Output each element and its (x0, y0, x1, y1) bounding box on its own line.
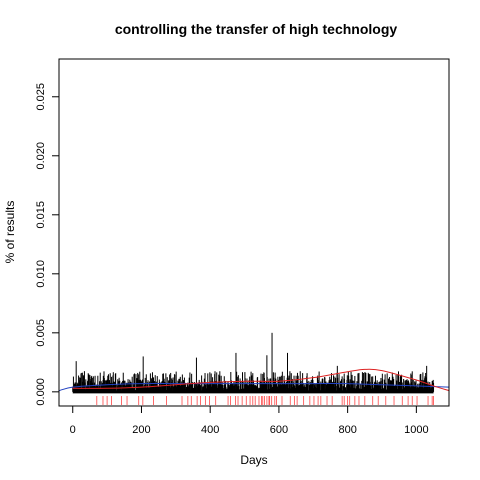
y-tick-label: 0.000 (35, 378, 47, 406)
x-axis-label: Days (240, 453, 267, 467)
plot-frame (58, 58, 450, 407)
red-smooth-curve (72, 368, 450, 392)
x-tick-label: 0 (70, 424, 76, 436)
chart-title: controlling the transfer of high technol… (115, 21, 398, 37)
x-tick-label: 200 (132, 424, 150, 436)
y-tick-label: 0.020 (35, 142, 47, 170)
rug-marks (96, 396, 434, 405)
y-axis: 0.000 0.005 0.010 0.015 0.020 0.025 (35, 83, 60, 406)
y-axis-label: % of results (3, 201, 17, 264)
y-tick-label: 0.010 (35, 260, 47, 288)
x-tick-label: 600 (270, 424, 288, 436)
y-tick-label: 0.015 (35, 201, 47, 229)
x-tick-label: 800 (338, 424, 356, 436)
blue-smooth-curve (58, 382, 450, 392)
y-tick-label: 0.005 (35, 319, 47, 347)
smooth-curves (58, 368, 450, 392)
x-axis: 0 200 400 600 800 1000 (70, 405, 429, 436)
plot-area (58, 332, 450, 405)
y-tick-label: 0.025 (35, 83, 47, 111)
x-tick-label: 400 (201, 424, 219, 436)
x-tick-label: 1000 (404, 424, 428, 436)
spike-series (72, 332, 435, 394)
